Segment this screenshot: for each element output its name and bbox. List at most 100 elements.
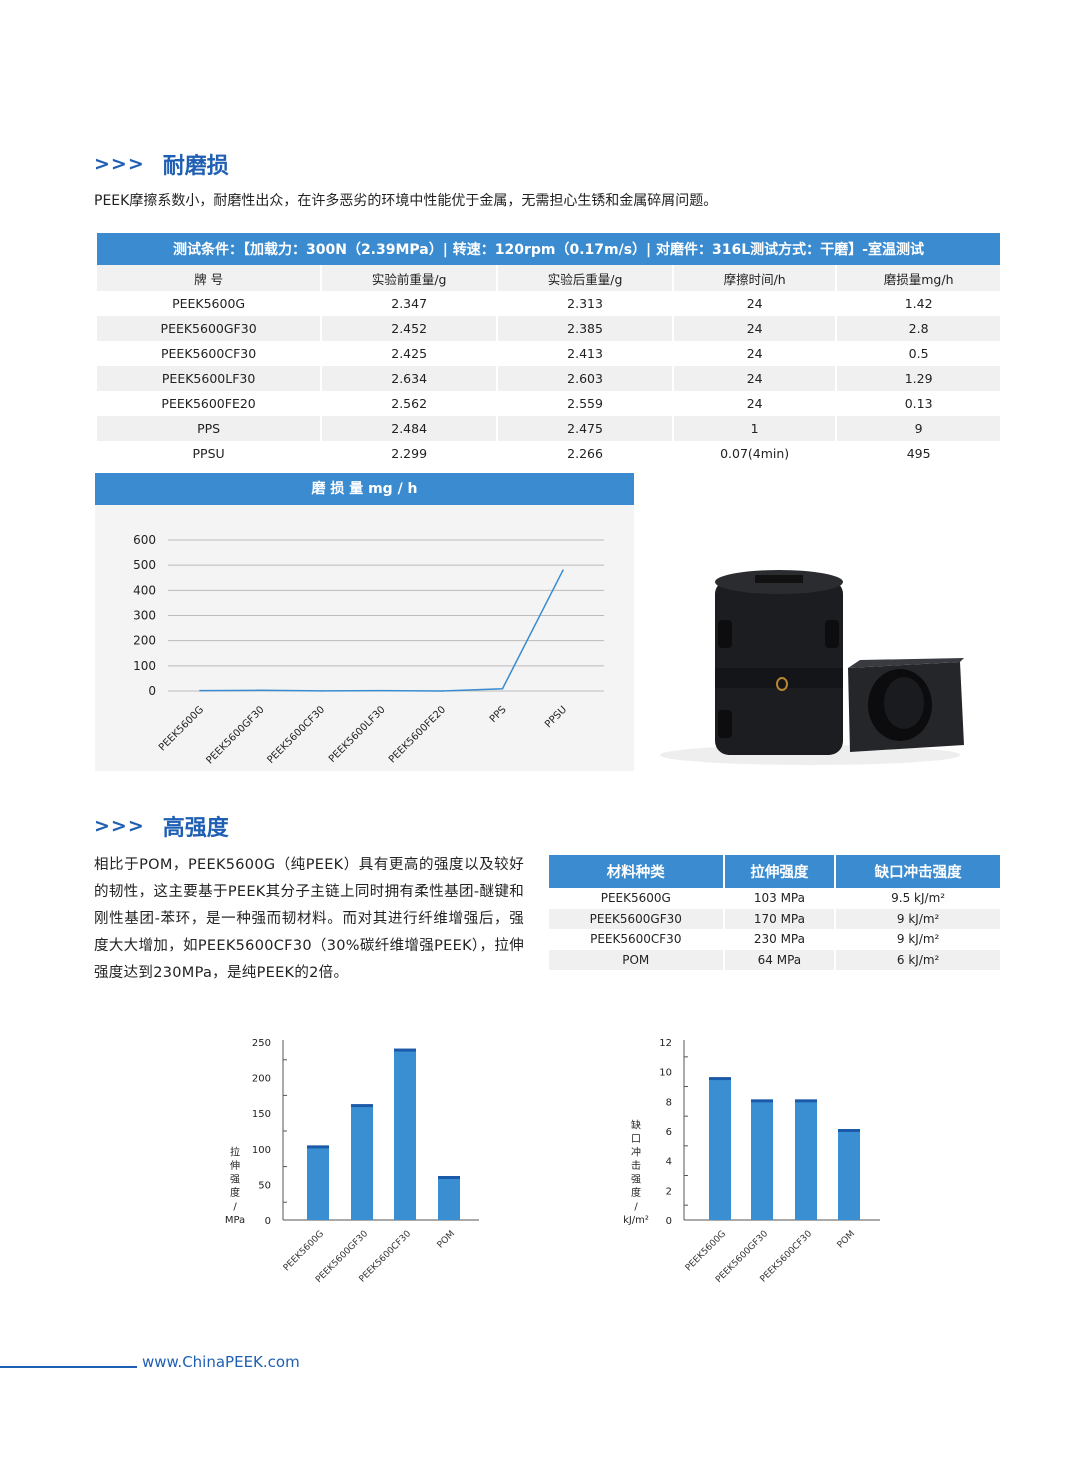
y-tick-label: 300	[133, 609, 156, 623]
strength-table: 材料种类 拉伸强度 缺口冲击强度 PEEK5600G 103 MPa 9.5 kJ/m²…	[547, 855, 1002, 971]
data-point	[380, 689, 383, 692]
y-tick-label: 10	[659, 1068, 672, 1079]
column-header: 材料种类	[547, 855, 725, 888]
data-point	[441, 690, 443, 692]
table-cell: 24	[672, 316, 838, 341]
y-axis-label: 缺口冲击强度/kJ/m²	[623, 1119, 649, 1227]
y-tick-label: 250	[252, 1038, 271, 1049]
table-cell: 2.475	[496, 416, 675, 441]
strength-section-header: >>> 高强度	[94, 810, 229, 842]
bar	[709, 1079, 731, 1220]
x-tick-label: PEEK5600G	[684, 1229, 728, 1273]
table-row: POM 64 MPa 6 kJ/m²	[547, 949, 1002, 971]
bar	[394, 1050, 416, 1220]
table-row: PEEK5600CF30 230 MPa 9 kJ/m²	[547, 929, 1002, 950]
table-cell: 2.385	[496, 316, 675, 341]
y-tick-label: 600	[133, 533, 156, 547]
y-tick-label: 150	[252, 1109, 271, 1120]
table-cell: 2.313	[496, 291, 675, 316]
bar	[307, 1147, 329, 1220]
x-tick-label: PEEK5600CF30	[266, 704, 328, 766]
x-tick-label: PEEK5600G	[157, 704, 206, 753]
table-cell: 9 kJ/m²	[834, 908, 1002, 930]
y-tick-label: 0	[265, 1216, 271, 1227]
table-cell: PPS	[94, 416, 323, 441]
y-tick-label: 100	[133, 659, 156, 673]
y-tick-label: 0	[666, 1216, 672, 1227]
data-point	[562, 569, 564, 571]
table-cell: 230 MPa	[722, 929, 837, 950]
table-cell: 9 kJ/m²	[834, 929, 1002, 950]
table-row: PPSU 2.299 2.266 0.07(4min) 495	[94, 441, 1002, 466]
table-row: PEEK5600G 103 MPa 9.5 kJ/m²	[547, 888, 1002, 909]
y-axis-label: 拉伸强度/MPa	[225, 1146, 245, 1227]
footer-line	[0, 1366, 137, 1368]
table-cell: 64 MPa	[722, 949, 837, 971]
section-title: 高强度	[162, 816, 229, 841]
column-header: 磨损量mg/h	[835, 265, 1002, 291]
bar-top	[307, 1145, 329, 1149]
table-cell: 0.5	[835, 341, 1002, 366]
column-header: 缺口冲击强度	[834, 855, 1002, 888]
website-link[interactable]: www.ChinaPEEK.com	[142, 1353, 300, 1371]
chart-title: 磨 损 量 mg / h	[95, 473, 634, 505]
bar	[795, 1101, 817, 1220]
table-cell: 2.347	[320, 291, 499, 316]
table-cell: 2.634	[320, 366, 499, 391]
column-header: 实验前重量/g	[320, 265, 499, 291]
column-header: 拉伸强度	[722, 855, 837, 888]
table-cell: 2.425	[320, 341, 499, 366]
table-cell: 24	[672, 341, 838, 366]
wear-intro: PEEK摩擦系数小，耐磨性出众，在许多恶劣的环境中性能优于金属，无需担心生锈和金…	[94, 193, 718, 209]
bushing-image	[660, 570, 964, 765]
y-tick-label: 12	[659, 1038, 672, 1049]
bar-top	[351, 1104, 373, 1108]
y-tick-label: 400	[133, 583, 156, 597]
table-cell: 170 MPa	[722, 908, 837, 930]
bar	[751, 1101, 773, 1220]
table-cell: 24	[672, 291, 838, 316]
bar	[838, 1131, 860, 1220]
wear-line-chart: 0 100 200 300 400 500 600 PEEK5600GPEEK5600GF30…	[133, 533, 604, 767]
y-tick-label: 0	[148, 684, 156, 698]
tensile-bar-chart: 050100150200250PEEK5600GPEEK5600GF30PEEK…	[225, 1038, 479, 1285]
table-cell: 2.413	[496, 341, 675, 366]
wear-series-line	[199, 569, 564, 692]
column-header: 实验后重量/g	[496, 265, 675, 291]
table-cell: PEEK5600CF30	[547, 929, 725, 950]
table-cell: 1.29	[835, 366, 1002, 391]
bar-top	[751, 1099, 773, 1103]
arrows-icon: >>>	[94, 815, 145, 837]
table-cell: 2.559	[496, 391, 675, 416]
y-tick-label: 6	[666, 1127, 672, 1138]
arrows-icon: >>>	[94, 153, 145, 175]
table-cell: 1.42	[835, 291, 1002, 316]
y-tick-label: 200	[252, 1074, 271, 1085]
table-cell: PEEK5600CF30	[94, 341, 323, 366]
y-tick-label: 2	[666, 1186, 672, 1197]
bar-top	[795, 1099, 817, 1103]
test-condition: 测试条件：【加载力：300N（2.39MPa）| 转速：120rpm（0.17m…	[95, 233, 1002, 265]
table-cell: 6 kJ/m²	[834, 949, 1002, 971]
table-cell: 9	[835, 416, 1002, 441]
bar-top	[438, 1175, 460, 1179]
table-cell: PEEK5600GF30	[547, 908, 725, 930]
x-tick-label: PPS	[488, 704, 509, 725]
table-cell: 0.07(4min)	[672, 441, 838, 466]
table-cell: 2.484	[320, 416, 499, 441]
x-tick-label: PPSU	[543, 704, 569, 730]
x-tick-label: PEEK5600FE20	[387, 704, 448, 765]
data-point	[501, 687, 504, 690]
table-cell: 9.5 kJ/m²	[834, 888, 1002, 909]
bar	[351, 1106, 373, 1220]
bar	[438, 1177, 460, 1220]
table-cell: 0.13	[835, 391, 1002, 416]
table-cell: 2.603	[496, 366, 675, 391]
data-point	[320, 690, 322, 692]
wear-table: 测试条件：【加载力：300N（2.39MPa）| 转速：120rpm（0.17m…	[94, 233, 1002, 466]
strength-paragraph: 相比于POM，PEEK5600G（纯PEEK）具有更高的强度以及较好的韧性，这主…	[94, 857, 524, 981]
table-cell: 2.562	[320, 391, 499, 416]
section-title: 耐磨损	[162, 154, 229, 179]
product-photo	[660, 560, 990, 775]
x-tick-label: POM	[436, 1229, 457, 1250]
